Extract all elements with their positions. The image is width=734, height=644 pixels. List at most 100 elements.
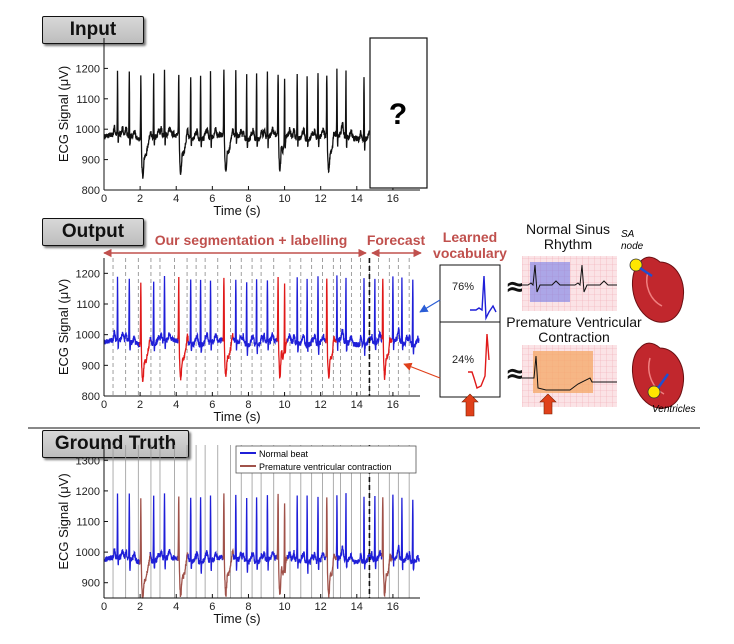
x-tick-label: 4 [173, 399, 179, 411]
y-tick-label: 1200 [76, 486, 100, 498]
approx-symbol-pvc: ≈ [505, 359, 527, 389]
pvc-signal-segment [139, 498, 151, 599]
x-tick-label: 0 [101, 601, 107, 613]
vocab-title-line1: Learned [443, 229, 497, 245]
pvc-signal-segment [276, 276, 289, 380]
x-tick-label: 16 [387, 399, 399, 411]
normal-percentage: 76% [452, 281, 474, 293]
legend: Normal beat Premature ventricular contra… [235, 445, 417, 474]
x-tick-label: 10 [278, 193, 290, 205]
y-tick-label: 800 [82, 391, 100, 403]
normal-vocab-waveform [470, 275, 497, 321]
approx-symbol-normal: ≈ [505, 272, 527, 302]
pvc-signal-segment [325, 497, 337, 598]
forecast-question-mark: ? [389, 98, 407, 131]
y-tick-label: 1000 [76, 547, 100, 559]
output-ecg-plot: 800 900 1000 1100 1200 0 2 4 6 8 10 12 14 16 Time (s) E… [56, 258, 420, 424]
heart-sa-node-icon [629, 256, 684, 323]
y-tick-label: 800 [82, 185, 100, 197]
normal-signal-segment [149, 275, 179, 352]
x-tick-label: 6 [209, 601, 215, 613]
normal-signal-segment [335, 275, 383, 356]
pvc-signal-segment [381, 497, 393, 598]
pvc-percentage: 24% [452, 354, 474, 366]
pvc-vocab-waveform [468, 333, 490, 389]
ground-truth-ecg-plot: 900 1000 1100 1200 1300 0 2 4 6 8 10 12 14 16 Time (s)… [56, 445, 420, 626]
x-tick-label: 10 [278, 601, 290, 613]
normal-signal-segment [104, 276, 141, 351]
y-tick-label: 1000 [76, 124, 100, 136]
normal-signal-segment [149, 493, 179, 570]
output-panel-label: Output [42, 218, 144, 246]
x-axis-label: Time (s) [213, 409, 260, 424]
x-tick-label: 4 [173, 601, 179, 613]
pvc-signal-segment [222, 277, 234, 377]
pvc-reference-marker-arrow [539, 393, 557, 415]
normal-signal-segment [286, 276, 327, 355]
y-tick-label: 1200 [76, 268, 100, 280]
normal-signal-segment [232, 279, 278, 356]
pvc-signal-segment [222, 493, 234, 597]
legend-pvc-label: Premature ventricular contraction [259, 462, 392, 472]
pvc-signal-segment [177, 276, 189, 381]
normal-signal-segment [104, 493, 141, 571]
x-tick-label: 6 [209, 193, 215, 205]
x-axis-label: Time (s) [213, 203, 260, 218]
normal-title-line1: Normal Sinus [526, 221, 610, 237]
pvc-signal-segment [177, 496, 189, 598]
x-tick-label: 12 [315, 193, 327, 205]
pvc-title-line2: Contraction [538, 329, 610, 345]
y-tick-label: 900 [82, 155, 100, 167]
pvc-ecg-trace [522, 355, 617, 391]
input-panel-label: Input [42, 16, 144, 44]
forecast-label: Forecast [367, 232, 426, 248]
sa-node-label-line1: SA [621, 229, 635, 240]
x-tick-label: 2 [137, 193, 143, 205]
x-tick-label: 8 [245, 601, 251, 613]
x-tick-label: 16 [387, 193, 399, 205]
vocab-title-line2: vocabulary [433, 245, 507, 261]
y-tick-label: 1100 [76, 94, 100, 106]
normal-title-line2: Rhythm [544, 236, 592, 252]
normal-signal-segment [391, 494, 420, 572]
normal-signal-segment [187, 279, 224, 353]
x-tick-label: 14 [351, 399, 363, 411]
normal-signal-segment [104, 68, 371, 179]
y-tick-label: 1100 [76, 517, 100, 529]
x-tick-label: 4 [173, 193, 179, 205]
x-tick-label: 10 [278, 399, 290, 411]
x-tick-label: 2 [137, 601, 143, 613]
normal-link-arrow [419, 299, 441, 313]
x-tick-label: 14 [351, 601, 363, 613]
ventricles-label: Ventricles [652, 404, 696, 415]
x-tick-label: 0 [101, 399, 107, 411]
normal-signal-segment [335, 493, 383, 570]
x-tick-label: 8 [245, 399, 251, 411]
pvc-signal-segment [381, 278, 393, 380]
pvc-highlight [533, 351, 593, 393]
pvc-title-line1: Premature Ventricular [506, 314, 642, 330]
normal-signal-segment [286, 495, 327, 574]
normal-ecg-trace [522, 264, 617, 293]
x-tick-label: 12 [315, 601, 327, 613]
y-axis-label: ECG Signal (μV) [56, 66, 71, 162]
x-axis-label: Time (s) [213, 611, 260, 626]
pvc-signal-segment [276, 493, 288, 595]
ground-truth-panel-label: Ground Truth [42, 430, 189, 458]
legend-normal-label: Normal beat [259, 449, 309, 459]
y-axis-label: ECG Signal (μV) [56, 473, 71, 569]
segmentation-label-bg [152, 232, 350, 249]
x-tick-label: 12 [315, 399, 327, 411]
x-tick-label: 14 [351, 193, 363, 205]
pvc-signal-segment [139, 282, 151, 382]
y-tick-label: 1200 [76, 63, 100, 75]
normal-signal-segment [187, 495, 224, 574]
vocab-box [439, 264, 501, 398]
x-tick-label: 16 [387, 601, 399, 613]
y-tick-label: 1300 [76, 455, 100, 467]
forecast-label-bg [366, 232, 426, 249]
y-axis-label: ECG Signal (μV) [56, 279, 71, 375]
x-tick-label: 2 [137, 399, 143, 411]
x-tick-label: 6 [209, 399, 215, 411]
